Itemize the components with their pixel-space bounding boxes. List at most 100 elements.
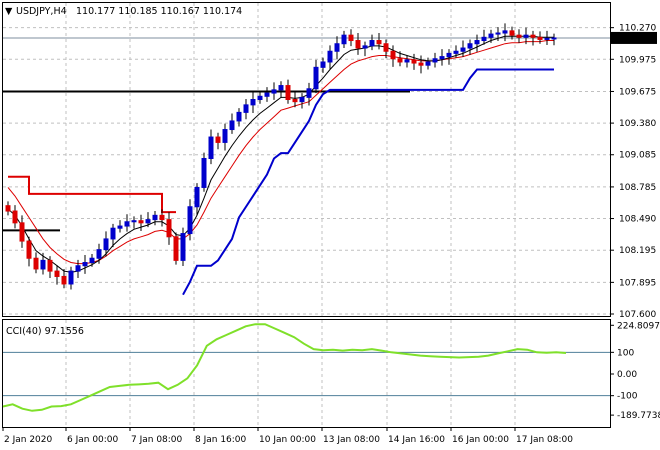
candle [12,205,18,229]
candle [362,41,368,57]
candle-body [481,36,487,42]
candle [264,87,270,102]
candle-body [432,58,438,63]
cci-tick-label: 100 [617,348,634,358]
candle [460,40,466,57]
candle [488,29,494,43]
candle-body [516,34,522,38]
candle [327,45,333,69]
candle-body [145,219,151,224]
candle [411,53,417,70]
time-tick-label: 6 Jan 00:00 [67,435,119,445]
candle [502,23,508,42]
candle-body [453,50,459,54]
price-tick-label: 110.270 [619,24,656,34]
candle-body [152,214,158,221]
candle [110,223,116,248]
candle-body [292,99,298,103]
candle [54,265,60,285]
price-panel-frame [2,2,611,317]
candle [166,212,172,245]
candle-body [488,33,494,38]
candle-body [208,136,214,159]
candle-body [201,157,207,188]
candle-body [250,99,256,106]
candle [390,45,396,67]
candle-body [110,227,116,240]
candle [47,256,53,278]
price-tick-label: 109.675 [619,87,656,97]
candle [544,30,550,46]
candle-body [271,89,277,94]
candle-body [54,270,60,277]
candle-body [33,257,39,270]
candle-body [103,238,109,251]
candle-body [425,61,431,66]
axes: 110.270 109.975 109.675 109.380 109.085 108.7… [2,24,660,445]
candle [551,33,557,46]
candle-body [383,43,389,52]
candle-body [222,129,228,143]
candle-body [159,214,165,221]
candle-body [264,92,270,97]
candle-body [26,240,32,259]
current-price-label: 110.174 [617,34,654,44]
candle [369,34,375,51]
candle [40,252,46,275]
price-tick-label: 109.380 [619,119,656,129]
grid-lines [3,3,610,427]
horizontal-levels [3,37,610,296]
candle-body [215,136,221,143]
candle-body [236,111,242,122]
candle-body [369,40,375,47]
candle [306,82,312,106]
candle [523,27,529,45]
candle [313,59,319,94]
ohlc-values: 110.177 110.185 110.167 110.174 [76,6,242,17]
candle [26,236,32,267]
candle [355,33,361,55]
candle [96,243,102,264]
header-dropdown-icon[interactable]: ▼ [5,6,13,17]
time-tick-label: 10 Jan 00:00 [259,435,316,445]
price-tick-label: 107.895 [619,278,656,288]
candle [194,183,200,215]
current-price-box [611,31,657,44]
candle-body [341,34,347,45]
candle [159,209,165,227]
candle [453,45,459,58]
candle [348,29,354,47]
candle [173,232,179,265]
candle-body [96,249,102,259]
candle [530,30,536,46]
candle-body [355,40,361,49]
candle [208,129,214,165]
candle-body [117,225,123,229]
cci-tick-label: 224.8097 [617,321,660,331]
cci-tick-label: -189.7738 [617,411,660,421]
candle [467,39,473,55]
candle [222,123,228,151]
candle-body [509,30,515,36]
candle-body [551,37,557,40]
symbol-timeframe: USDJPY,H4 [16,6,67,17]
candle [446,49,452,65]
candle-body [390,50,396,60]
time-tick-label: 7 Jan 08:00 [131,435,183,445]
candle-body [502,30,508,34]
candle [474,34,480,52]
candle-body [82,262,88,267]
candle-body [362,45,368,49]
candle [250,92,256,114]
candle-body [285,85,291,101]
candle-body [257,95,263,101]
candle-body [12,210,18,224]
candle [82,255,88,274]
candle [425,57,431,70]
time-tick-label: 8 Jan 16:00 [195,435,247,445]
candle [138,214,144,231]
cci-indicator [2,323,567,412]
candle-body [75,265,81,272]
cci-tick-label: 0.00 [617,370,637,380]
